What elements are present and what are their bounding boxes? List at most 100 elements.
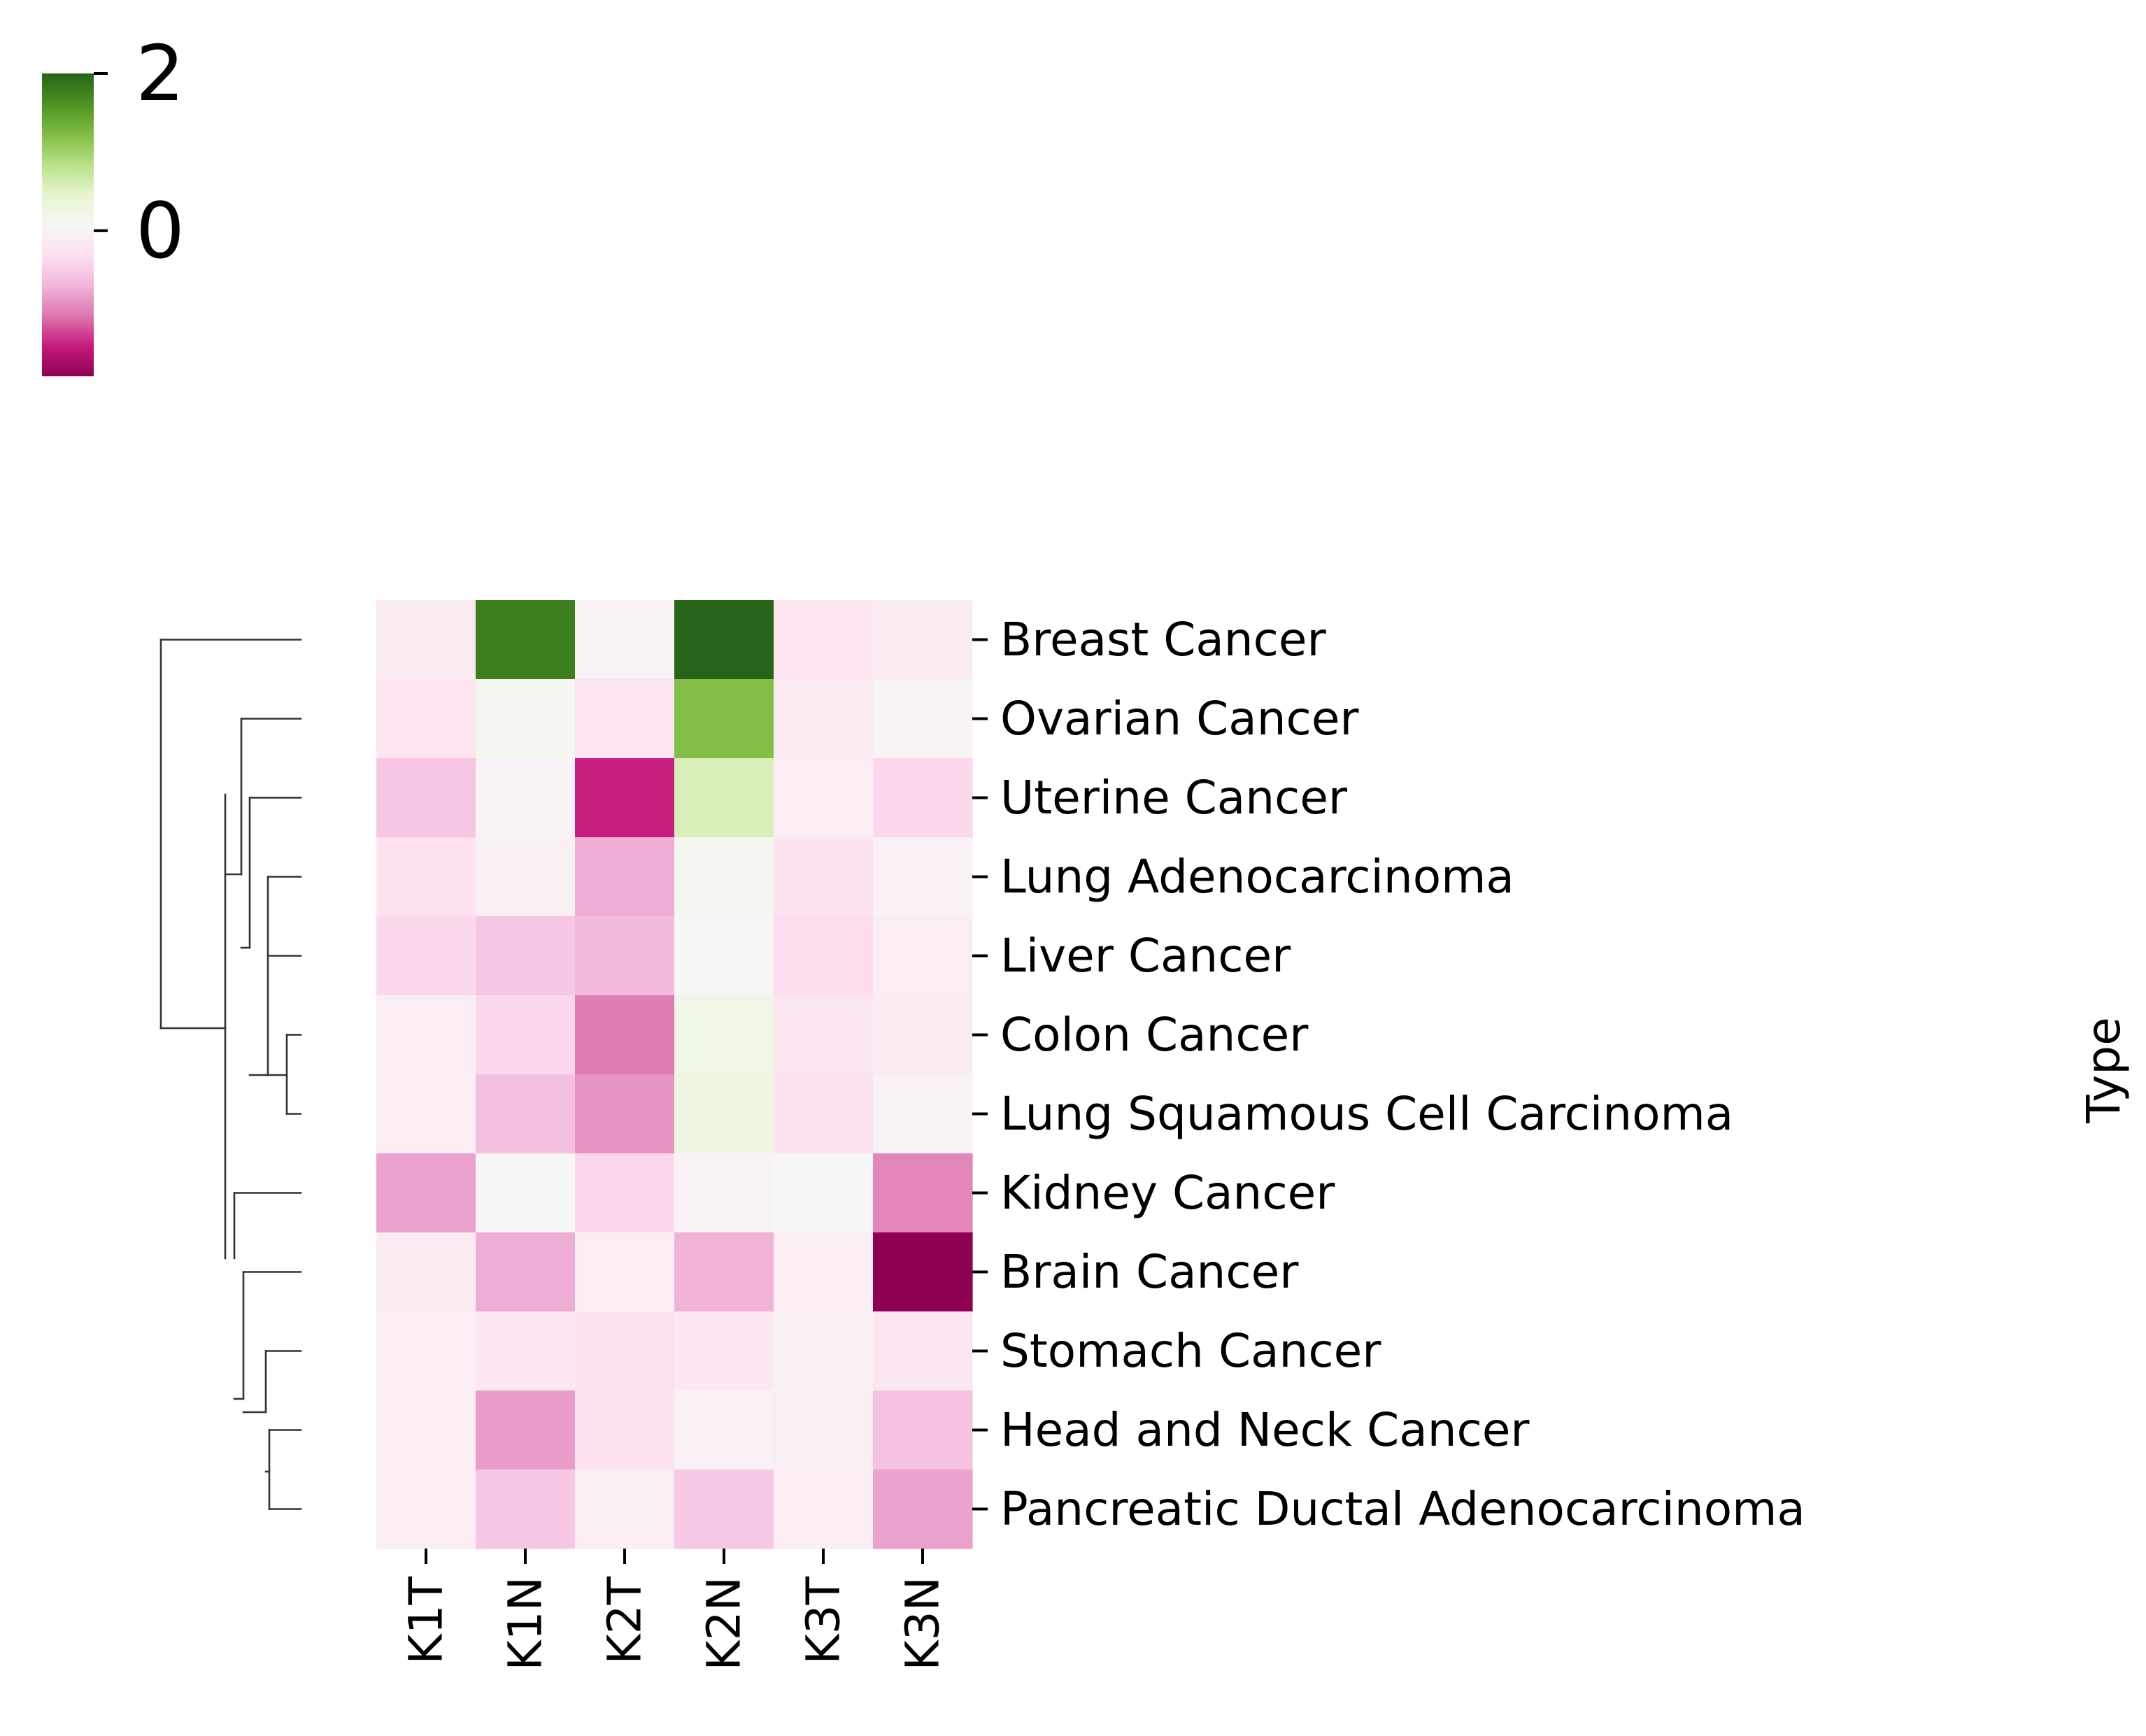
column-tick-label: K3N [896, 1577, 950, 1671]
heatmap-cell-6-6 [873, 995, 973, 1075]
heatmap-cell-10-6 [873, 1311, 973, 1391]
column-tick-label: K1N [499, 1577, 553, 1671]
row-tick-label: Ovarian Cancer [1000, 692, 1359, 746]
heatmap-cell-11-2 [476, 1390, 576, 1470]
colorbar-tick-label: 2 [136, 29, 185, 118]
heatmap-cell-12-1 [376, 1470, 476, 1549]
column-tick-label: K3T [797, 1576, 851, 1664]
heatmap-cell-5-3 [575, 916, 675, 996]
heatmap-cell-9-6 [873, 1232, 973, 1312]
heatmap-cell-5-4 [674, 916, 774, 996]
heatmap-cell-3-5 [774, 758, 874, 838]
heatmap-cell-6-5 [774, 995, 874, 1075]
heatmap-cell-9-3 [575, 1232, 675, 1312]
heatmap-cell-4-6 [873, 837, 973, 917]
column-tick-labels: K1T K1N K2T K2N K3T K3N [399, 1549, 950, 1671]
column-tick-label: K2N [697, 1577, 751, 1671]
heatmap-cell-10-5 [774, 1311, 874, 1391]
heatmap-cell-5-5 [774, 916, 874, 996]
row-dendrogram [159, 639, 302, 1510]
heatmap-cell-8-2 [476, 1153, 576, 1233]
heatmap-cell-3-1 [376, 758, 476, 838]
heatmap-cell-8-1 [376, 1153, 476, 1233]
heatmap-cell-5-1 [376, 916, 476, 996]
colorbar-gradient [42, 73, 94, 376]
heatmap-cell-2-5 [774, 679, 874, 759]
heatmap-cell-10-3 [575, 1311, 675, 1391]
heatmap-cell-4-3 [575, 837, 675, 917]
heatmap-cell-12-5 [774, 1470, 874, 1549]
row-tick-label: Brain Cancer [1000, 1245, 1299, 1299]
heatmap-cell-4-4 [674, 837, 774, 917]
heatmap-cell-3-6 [873, 758, 973, 838]
heatmap-cell-11-1 [376, 1390, 476, 1470]
row-tick-label: Pancreatic Ductal Adenocarcinoma [1000, 1482, 1805, 1536]
row-tick-label: Liver Cancer [1000, 929, 1291, 983]
heatmap-cell-9-2 [476, 1232, 576, 1312]
y-axis-label: Type [2077, 1017, 2131, 1124]
heatmap-cell-9-1 [376, 1232, 476, 1312]
heatmap-cell-7-5 [774, 1074, 874, 1154]
heatmap-cell-12-2 [476, 1470, 576, 1549]
heatmap-cell-6-1 [376, 995, 476, 1075]
heatmap-cell-2-6 [873, 679, 973, 759]
heatmap-cell-1-1 [376, 600, 476, 680]
heatmap-cell-8-5 [774, 1153, 874, 1233]
heatmap-cell-7-4 [674, 1074, 774, 1154]
heatmap-cell-4-2 [476, 837, 576, 917]
heatmap-cell-5-6 [873, 916, 973, 996]
heatmap-cell-11-5 [774, 1390, 874, 1470]
heatmap-cell-1-3 [575, 600, 675, 680]
heatmap-cell-3-3 [575, 758, 675, 838]
heatmap-cell-2-1 [376, 679, 476, 759]
heatmap-cell-7-1 [376, 1074, 476, 1154]
heatmap-cell-2-3 [575, 679, 675, 759]
heatmap-cell-10-2 [476, 1311, 576, 1391]
heatmap-cell-11-4 [674, 1390, 774, 1470]
heatmap-cell-1-6 [873, 600, 973, 680]
heatmap-cell-12-6 [873, 1470, 973, 1549]
heatmap-cell-10-1 [376, 1311, 476, 1391]
heatmap-cell-1-5 [774, 600, 874, 680]
column-tick-label: K1T [399, 1576, 453, 1664]
heatmap-cell-7-3 [575, 1074, 675, 1154]
heatmap-cell-6-3 [575, 995, 675, 1075]
heatmap-cell-9-5 [774, 1232, 874, 1312]
heatmap-cell-8-3 [575, 1153, 675, 1233]
heatmap-cell-1-2 [476, 600, 576, 680]
heatmap-cell-8-4 [674, 1153, 774, 1233]
heatmap-cell-4-1 [376, 837, 476, 917]
heatmap-cell-11-6 [873, 1390, 973, 1470]
row-tick-label: Breast Cancer [1000, 613, 1327, 667]
column-tick-label: K2T [598, 1576, 652, 1664]
heatmap-cell-2-4 [674, 679, 774, 759]
row-tick-label: Stomach Cancer [1000, 1324, 1381, 1378]
heatmap-cell-12-4 [674, 1470, 774, 1549]
heatmap-cell-12-3 [575, 1470, 675, 1549]
heatmap-cell-8-6 [873, 1153, 973, 1233]
heatmap-cells [376, 600, 973, 1549]
colorbar: 20 [42, 29, 185, 376]
heatmap-cell-11-3 [575, 1390, 675, 1470]
heatmap-cell-6-2 [476, 995, 576, 1075]
heatmap-cell-9-4 [674, 1232, 774, 1312]
heatmap-cell-2-2 [476, 679, 576, 759]
heatmap-cell-3-2 [476, 758, 576, 838]
colorbar-tick-label: 0 [136, 186, 185, 276]
heatmap-cell-7-2 [476, 1074, 576, 1154]
row-tick-labels: Breast Cancer Ovarian Cancer Uterine Cance… [972, 613, 1805, 1536]
row-tick-label: Lung Adenocarcinoma [1000, 850, 1514, 904]
heatmap-cell-4-5 [774, 837, 874, 917]
row-tick-label: Head and Neck Cancer [1000, 1403, 1530, 1457]
heatmap-cell-6-4 [674, 995, 774, 1075]
heatmap-cell-1-4 [674, 600, 774, 680]
row-tick-label: Uterine Cancer [1000, 771, 1348, 825]
row-tick-label: Kidney Cancer [1000, 1166, 1335, 1220]
heatmap-cell-7-6 [873, 1074, 973, 1154]
row-tick-label: Lung Squamous Cell Carcinoma [1000, 1087, 1733, 1141]
row-tick-label: Colon Cancer [1000, 1008, 1309, 1062]
heatmap-cell-5-2 [476, 916, 576, 996]
heatmap-cell-3-4 [674, 758, 774, 838]
heatmap-cell-10-4 [674, 1311, 774, 1391]
